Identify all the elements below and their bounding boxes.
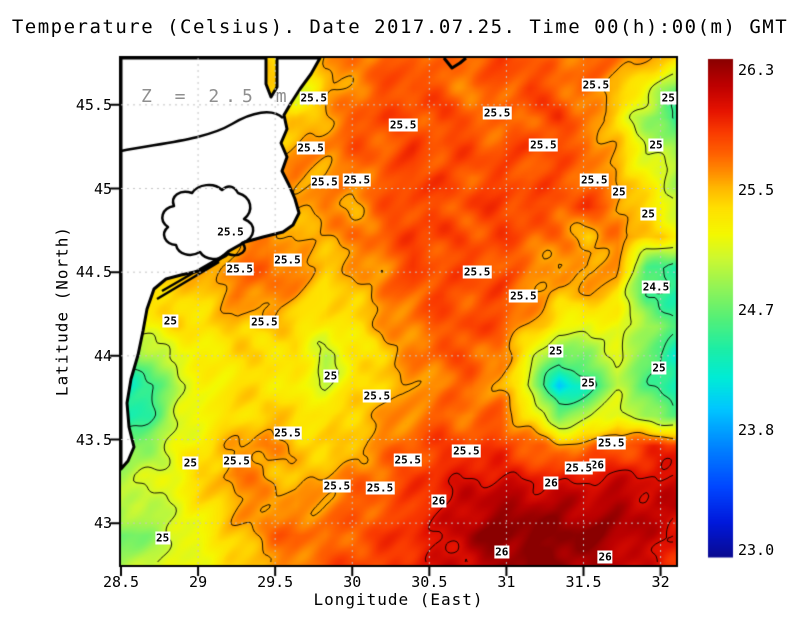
contour-label: 25.5 bbox=[342, 173, 372, 187]
y-tick-label: 43 bbox=[93, 514, 112, 533]
plot-title: Temperature (Celsius). Date 2017.07.25. … bbox=[11, 16, 789, 38]
contour-label: 25 bbox=[162, 314, 178, 328]
x-axis-title: Longitude (East) bbox=[313, 590, 484, 609]
colorbar-tick-label: 23.8 bbox=[738, 421, 775, 439]
contour-label: 25.5 bbox=[250, 315, 279, 329]
y-tick-label: 43.5 bbox=[75, 430, 112, 449]
contour-label: 25.5 bbox=[564, 461, 594, 475]
contour-label: 26 bbox=[597, 550, 613, 564]
y-tick-label: 45 bbox=[93, 179, 112, 198]
contour-label: 25.5 bbox=[322, 479, 352, 493]
contour-label: 25.5 bbox=[216, 225, 245, 239]
y-tick-label: 44.5 bbox=[75, 263, 112, 282]
contour-label: 25.5 bbox=[225, 262, 254, 276]
x-tick-label: 28.5 bbox=[102, 573, 140, 591]
contour-label: 25.5 bbox=[452, 444, 481, 458]
y-axis-title: Latitude (North) bbox=[52, 225, 72, 397]
colorbar-tick-label: 24.7 bbox=[738, 301, 775, 319]
contour-label: 25.5 bbox=[222, 454, 251, 468]
contour-label: 26 bbox=[430, 494, 447, 508]
contour-label: 25 bbox=[155, 531, 171, 545]
contour-label: 25.5 bbox=[388, 118, 418, 132]
x-tick-label: 31 bbox=[497, 573, 516, 591]
contour-label: 25.5 bbox=[580, 173, 609, 187]
contour-label: 25 bbox=[651, 361, 667, 375]
contour-label: 25 bbox=[611, 185, 627, 199]
contour-label: 25.5 bbox=[509, 289, 538, 303]
contour-label: 25.5 bbox=[393, 453, 422, 467]
contour-label: 25.5 bbox=[273, 426, 302, 440]
contour-label: 26 bbox=[494, 545, 510, 559]
colorbar-tick-label: 26.3 bbox=[738, 61, 775, 79]
contour-label: 25.5 bbox=[365, 481, 395, 495]
contour-label: 25 bbox=[640, 207, 656, 221]
x-tick-label: 31.5 bbox=[565, 573, 602, 591]
contour-label: 25 bbox=[648, 138, 664, 152]
contour-label: 26 bbox=[589, 458, 605, 472]
x-tick-label: 30 bbox=[343, 573, 362, 591]
x-tick-label: 29.5 bbox=[257, 573, 294, 591]
contour-label: 25.5 bbox=[482, 106, 512, 120]
contour-label: 25 bbox=[580, 376, 596, 390]
contour-label: 25.5 bbox=[362, 389, 392, 403]
contour-label: 25 bbox=[182, 456, 198, 470]
x-tick-label: 32 bbox=[651, 573, 670, 591]
contour-label: 25 bbox=[548, 344, 564, 358]
y-tick-label: 44 bbox=[93, 346, 112, 365]
contour-label: 24.5 bbox=[641, 280, 671, 294]
contour-label: 26 bbox=[543, 476, 559, 490]
contour-label: 25.5 bbox=[529, 138, 558, 152]
contour-label: 25.5 bbox=[310, 175, 339, 189]
contour-label: 25.5 bbox=[273, 253, 302, 267]
contour-label: 25 bbox=[660, 91, 676, 105]
contour-label: 25 bbox=[323, 369, 339, 383]
x-tick-label: 29 bbox=[189, 573, 208, 591]
contour-label: 25.5 bbox=[581, 78, 611, 92]
contour-label: 25.5 bbox=[299, 91, 328, 105]
depth-annotation: Z = 2.5 m bbox=[141, 86, 293, 107]
colorbar-tick-label: 25.5 bbox=[738, 181, 775, 199]
contour-label: 25.5 bbox=[462, 265, 492, 279]
y-tick-label: 45.5 bbox=[75, 95, 112, 114]
contour-label: 25.5 bbox=[597, 436, 626, 450]
x-tick-label: 30.5 bbox=[411, 573, 448, 591]
colorbar-tick-label: 23.0 bbox=[738, 541, 775, 559]
contour-label: 25.5 bbox=[296, 141, 325, 155]
